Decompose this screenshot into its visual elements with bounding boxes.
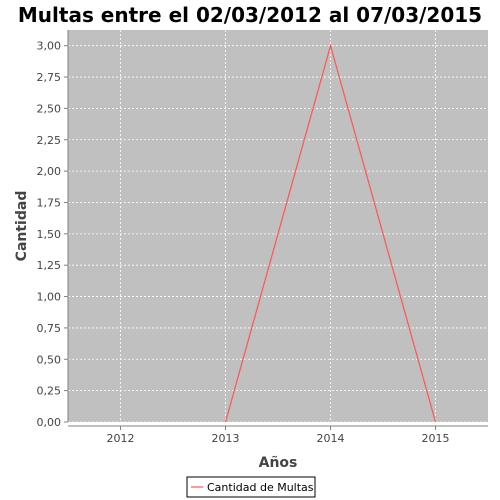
y-tick-label: 0,75 <box>37 322 62 335</box>
y-tick-label: 1,50 <box>37 228 62 241</box>
series-line <box>224 43 437 423</box>
legend-box <box>186 476 316 498</box>
y-tick-label: 0,25 <box>37 385 62 398</box>
legend: Cantidad de Multas <box>186 476 316 498</box>
y-tick-label: 2,25 <box>37 134 62 147</box>
series-layer <box>224 43 437 423</box>
x-tick-label: 2012 <box>107 432 135 445</box>
y-tick-label: 2,75 <box>37 71 62 84</box>
x-tick-label: 2015 <box>422 432 450 445</box>
y-tick-label: 0,00 <box>37 416 62 429</box>
y-tick-label: 2,50 <box>37 102 62 115</box>
y-axis-label: Cantidad <box>14 191 30 262</box>
y-tick-label: 1,75 <box>37 196 62 209</box>
chart-title: Multas entre el 02/03/2012 al 07/03/2015 <box>18 3 482 27</box>
x-axis: 2012 2013 2014 2015 <box>68 425 488 445</box>
legend-label: Cantidad de Multas <box>207 481 314 494</box>
y-tick-label: 0,50 <box>37 353 62 366</box>
y-tick-label: 1,00 <box>37 291 62 304</box>
y-axis: 0,00 0,25 0,50 0,75 1,00 1,25 1,50 1,75 2,00 2,25… <box>37 30 69 429</box>
y-tick-label: 1,25 <box>37 259 62 272</box>
grid-lines <box>68 30 488 423</box>
y-tick-label: 2,00 <box>37 165 62 178</box>
x-tick-label: 2014 <box>317 432 345 445</box>
x-axis-label: Años <box>259 455 298 471</box>
y-tick-label: 3,00 <box>37 40 62 53</box>
x-tick-label: 2013 <box>212 432 240 445</box>
plot-area <box>68 30 488 422</box>
